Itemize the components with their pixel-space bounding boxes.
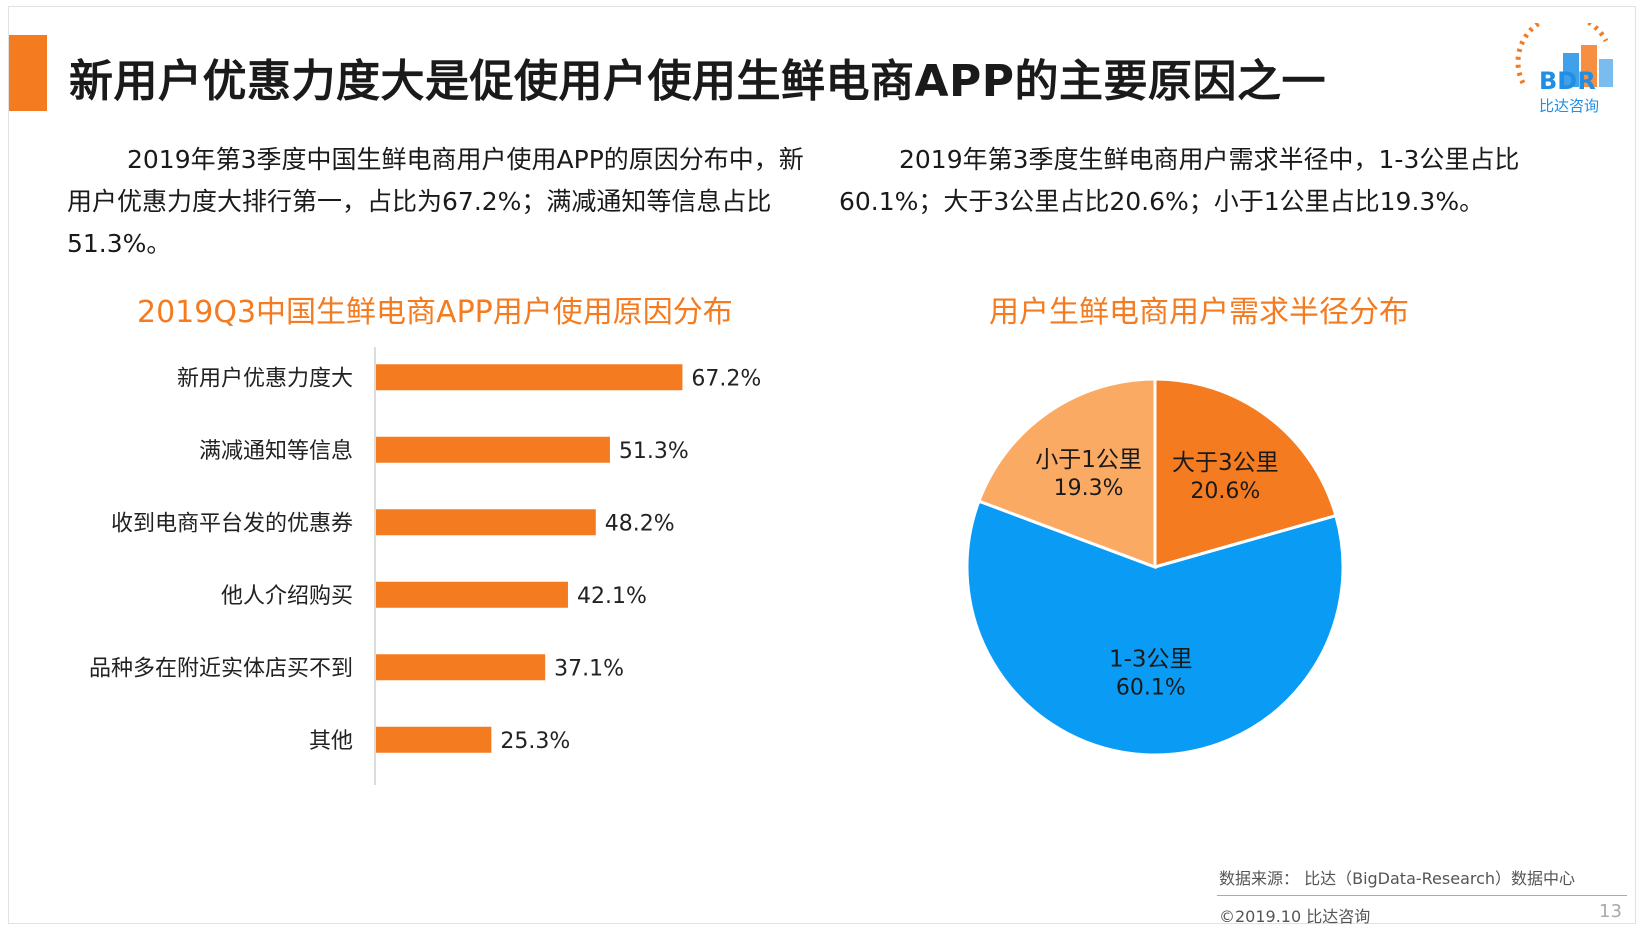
pie-slice-value: 20.6% — [1190, 479, 1260, 504]
bar — [376, 581, 568, 608]
pie-chart: 大于3公里 20.6% 1-3公里 60.1% 小于1公里 19.3% — [965, 377, 1345, 757]
bar-value-label: 37.1% — [554, 656, 624, 681]
pie-slice-label: 1-3公里 — [1109, 646, 1193, 672]
bdr-logo: BDR — [1515, 23, 1613, 95]
bar-value-label: 42.1% — [577, 584, 647, 609]
bar-chart: 新用户优惠力度大 67.2% 满减通知等信息 51.3% 收到电商平台发的优惠券 48.2… — [89, 347, 761, 785]
logo-mark: BDR — [1539, 67, 1596, 95]
bar-value-label: 51.3% — [619, 439, 689, 464]
pie-slice-value: 60.1% — [1116, 675, 1186, 700]
pie-slice — [965, 499, 1345, 757]
bar — [376, 654, 546, 681]
bar — [376, 364, 683, 391]
copyright: ©2019.10 比达咨询 — [1219, 907, 1371, 926]
slide: 新用户优惠力度大是促使用户使用生鲜电商APP的主要原因之一 BDR 比达咨询 2… — [8, 6, 1636, 926]
bar-category-label: 收到电商平台发的优惠券 — [111, 511, 353, 536]
bar-category-label: 品种多在附近实体店买不到 — [89, 656, 353, 681]
title-accent-bar — [9, 35, 47, 111]
pie-chart-title: 用户生鲜电商用户需求半径分布 — [989, 295, 1409, 330]
bar-category-label: 其他 — [309, 729, 353, 754]
description-right: 2019年第3季度生鲜电商用户需求半径中，1-3公里占比60.1%；大于3公里占… — [839, 145, 1520, 216]
bar-category-label: 他人介绍购买 — [221, 584, 353, 609]
description-left: 2019年第3季度中国生鲜电商用户使用APP的原因分布中，新用户优惠力度大排行第… — [67, 145, 804, 258]
pie-slice-label: 大于3公里 — [1172, 450, 1279, 476]
bar-value-label: 48.2% — [605, 511, 675, 536]
bar — [376, 726, 492, 753]
logo-name: 比达咨询 — [1539, 97, 1600, 115]
footer-divider — [1217, 895, 1627, 896]
bar-category-label: 满减通知等信息 — [199, 439, 353, 464]
bar-category-label: 新用户优惠力度大 — [177, 366, 353, 391]
pie-slice — [1153, 377, 1338, 569]
pie-slice — [976, 377, 1157, 570]
page-number: 13 — [1599, 901, 1622, 922]
data-source: 数据来源： 比达（BigData-Research）数据中心 — [1219, 869, 1576, 888]
pie-slice-value: 19.3% — [1054, 476, 1124, 501]
bar-value-label: 67.2% — [691, 366, 761, 391]
bar — [376, 436, 610, 463]
bar — [376, 509, 596, 536]
slide-title: 新用户优惠力度大是促使用户使用生鲜电商APP的主要原因之一 — [69, 56, 1327, 107]
bar-value-label: 25.3% — [500, 729, 570, 754]
bar-chart-title: 2019Q3中国生鲜电商APP用户使用原因分布 — [137, 295, 733, 330]
pie-slice-label: 小于1公里 — [1035, 447, 1142, 473]
